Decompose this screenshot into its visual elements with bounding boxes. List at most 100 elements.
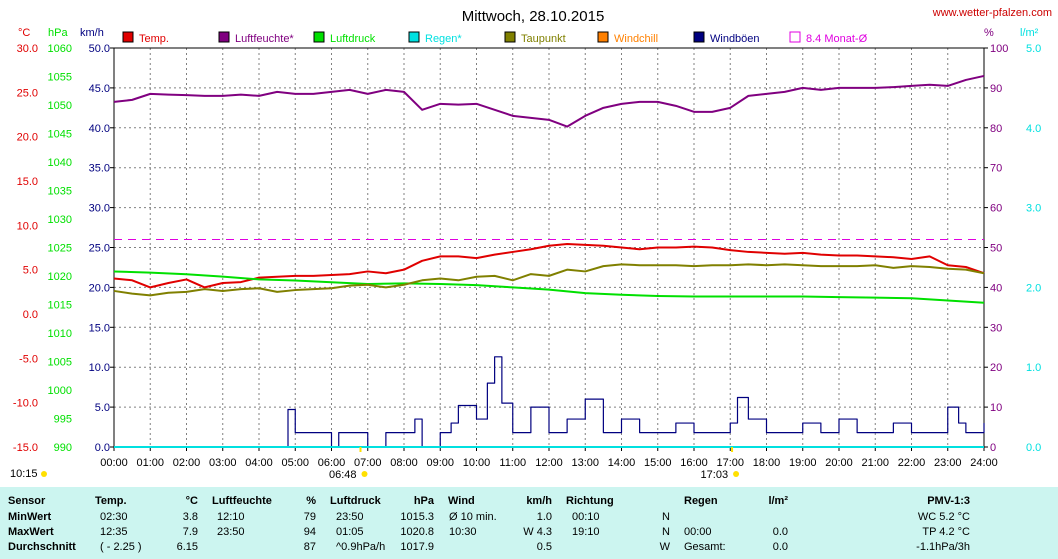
stat-hum-val: 87	[303, 541, 316, 553]
humidity-tick-label: 40	[990, 282, 1002, 294]
x-tick-label: 19:00	[789, 457, 817, 469]
pressure-tick-label: 1050	[48, 100, 72, 112]
temp-tick-label: 10.0	[17, 220, 38, 232]
legend-swatch	[504, 31, 516, 43]
stat-temp-val: 6.15	[176, 541, 198, 553]
stat-pmv: WC 5.2 °C	[917, 511, 970, 523]
weather-chart: -15.0 -10.0 -5.0 0.0 5.0 10.0 15.0 20.0 25.0 30.0…	[10, 7, 1052, 481]
temp-tick-label: 25.0	[17, 87, 38, 99]
x-tick-label: 00:00	[100, 457, 128, 469]
stat-dir-val: N	[662, 526, 670, 538]
pressure-axis-label: hPa	[48, 27, 68, 39]
stat-hum-val: 94	[303, 526, 316, 538]
humidity-tick-label: 0	[990, 442, 996, 454]
series-luftdruck	[113, 270, 985, 304]
legend-label: Windchill	[614, 33, 658, 45]
sunrise-label: 06:48	[329, 469, 357, 481]
temp-tick-label: 0.0	[23, 309, 38, 321]
x-tick-label: 09:00	[426, 457, 454, 469]
pressure-tick-label: 1035	[48, 186, 72, 198]
humidity-tick-label: 60	[990, 203, 1002, 215]
pressure-tick-label: 1010	[48, 328, 72, 340]
stat-dir-time: 00:10	[572, 511, 600, 523]
humidity-axis-label: %	[984, 27, 994, 39]
pressure-tick-label: 1060	[48, 43, 72, 55]
header-sensor: Sensor	[8, 495, 46, 507]
stat-label: MinWert	[8, 511, 52, 523]
humidity-tick-label: 20	[990, 362, 1002, 374]
pressure-tick-label: 1005	[48, 357, 72, 369]
humidity-tick-label: 80	[990, 123, 1002, 135]
stat-temp-val: 3.8	[182, 511, 198, 523]
wind-tick-label: 25.0	[89, 243, 110, 255]
wind-tick-label: 35.0	[89, 163, 110, 175]
site-url: www.wetter-pfalzen.com	[932, 7, 1052, 19]
header-wind: Wind	[448, 495, 475, 507]
sunset-label: 17:03	[701, 469, 729, 481]
wind-tick-label: 40.0	[89, 123, 110, 135]
stat-temp-val: 7.9	[182, 526, 198, 538]
series-windb-en	[114, 356, 985, 448]
rain-tick-label: 0.0	[1026, 442, 1041, 454]
x-tick-label: 04:00	[245, 457, 273, 469]
x-tick-label: 15:00	[644, 457, 672, 469]
x-tick-label: 11:00	[499, 457, 526, 469]
legend-swatch	[313, 31, 325, 43]
stat-dir-val: N	[662, 511, 670, 523]
rain-tick-label: 3.0	[1026, 203, 1041, 215]
rain-tick-label: 5.0	[1026, 43, 1041, 55]
pressure-tick-label: 1040	[48, 157, 72, 169]
header-humidity-unit: %	[306, 495, 316, 507]
x-tick-label: 17:00	[716, 457, 744, 469]
x-tick-label: 20:00	[825, 457, 853, 469]
x-tick-label: 24:00	[970, 457, 998, 469]
temp-tick-label: -15.0	[13, 442, 38, 454]
legend-swatch	[597, 31, 609, 43]
header-pmv: PMV-1:3	[927, 495, 970, 507]
stats-table: Sensor Temp. °C Luftfeuchte % Luftdruck …	[0, 487, 1058, 559]
wind-tick-label: 20.0	[89, 282, 110, 294]
legend-swatch	[789, 31, 801, 43]
x-tick-label: 05:00	[281, 457, 309, 469]
legend-label: Regen*	[425, 33, 462, 45]
legend-label: 8.4 Monat-Ø	[806, 33, 868, 45]
pressure-tick-label: 995	[54, 414, 72, 426]
sun-icon	[733, 471, 740, 477]
rain-tick-label: 2.0	[1026, 282, 1041, 294]
x-tick-label: 01:00	[136, 457, 164, 469]
wind-tick-label: 50.0	[89, 43, 110, 55]
humidity-tick-label: 30	[990, 322, 1002, 334]
header-pressure: Luftdruck	[330, 495, 381, 507]
rain-tick-label: 1.0	[1026, 362, 1041, 374]
x-tick-label: 10:00	[463, 457, 491, 469]
stat-wind-time: 10:30	[449, 526, 477, 538]
temp-axis-label: °C	[18, 27, 30, 39]
x-tick-label: 23:00	[934, 457, 962, 469]
pressure-tick-label: 1045	[48, 129, 72, 141]
wind-tick-label: 45.0	[89, 83, 110, 95]
stat-label: MaxWert	[8, 526, 54, 538]
header-direction: Richtung	[566, 495, 614, 507]
legend-label: Luftfeuchte*	[235, 33, 294, 45]
temp-tick-label: 30.0	[17, 43, 38, 55]
stat-dir-val: W	[659, 541, 670, 553]
stat-rain-val: 0.0	[772, 541, 788, 553]
stat-pmv: TP 4.2 °C	[922, 526, 970, 538]
pressure-tick-label: 990	[54, 442, 72, 454]
stat-hum-time: 12:10	[217, 511, 245, 523]
rain-tick-label: 4.0	[1026, 123, 1041, 135]
stat-temp-time: 12:35	[100, 526, 128, 538]
temp-tick-label: -10.0	[13, 398, 38, 410]
pressure-tick-label: 1000	[48, 385, 72, 397]
x-tick-label: 13:00	[571, 457, 599, 469]
wind-tick-label: 5.0	[95, 402, 110, 414]
x-tick-label: 03:00	[209, 457, 237, 469]
stat-wind-val: W 4.3	[523, 526, 552, 538]
x-tick-label: 22:00	[898, 457, 926, 469]
daylength-label: 10:15	[10, 468, 38, 480]
stat-rain-time: 00:00	[684, 526, 712, 538]
header-humidity: Luftfeuchte	[212, 495, 272, 507]
header-wind-unit: km/h	[526, 495, 552, 507]
stat-press-val: 1015.3	[400, 511, 434, 523]
header-temp: Temp.	[95, 495, 127, 507]
